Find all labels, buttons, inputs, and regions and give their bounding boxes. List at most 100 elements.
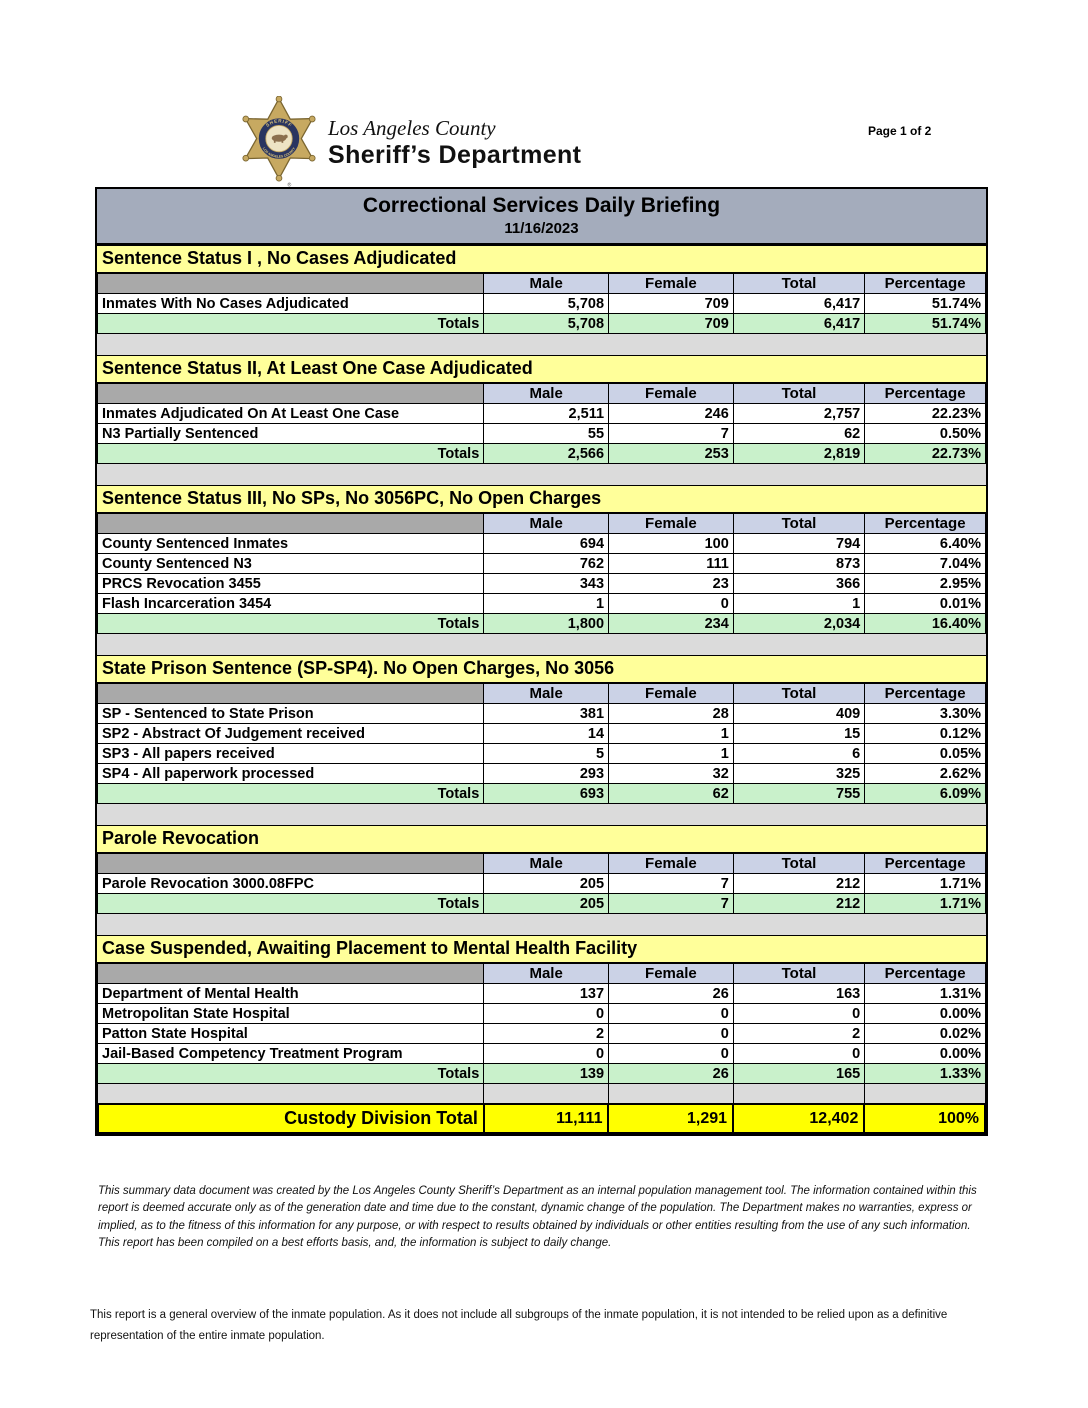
cell-female: 0 (608, 1043, 734, 1064)
cell-total: 212 (732, 873, 866, 894)
totals-male: 2,566 (483, 443, 610, 464)
cell-female: 0 (608, 1023, 734, 1044)
column-header-blank (96, 383, 485, 404)
cell-total: 366 (732, 573, 866, 594)
cell-male: 5,708 (483, 293, 610, 314)
data-row: N3 Partially Sentenced 55 7 62 0.50% (96, 423, 986, 444)
totals-percentage: 22.73% (864, 443, 986, 464)
data-row: Metropolitan State Hospital 0 0 0 0.00% (96, 1003, 986, 1024)
cell-total: 2,757 (732, 403, 866, 424)
row-label: Parole Revocation 3000.08FPC (96, 873, 485, 894)
cell-total: 325 (732, 763, 866, 784)
totals-total: 2,034 (732, 613, 866, 634)
cell-total: 2 (732, 1023, 866, 1044)
cell-female: 0 (608, 593, 734, 614)
cell-female: 7 (608, 873, 734, 894)
totals-male: 693 (483, 783, 610, 804)
row-label: SP4 - All paperwork processed (96, 763, 485, 784)
section-title: Sentence Status III, No SPs, No 3056PC, … (97, 485, 986, 513)
totals-row: Totals 693 62 755 6.09% (96, 783, 986, 804)
column-header-total: Total (732, 683, 866, 704)
spacer-cell (608, 1084, 734, 1103)
cell-total: 15 (732, 723, 866, 744)
cell-female: 100 (608, 533, 734, 554)
data-row: County Sentenced Inmates 694 100 794 6.40% (96, 533, 986, 554)
column-header-blank (96, 963, 485, 984)
cell-percentage: 0.12% (864, 723, 986, 744)
cell-male: 137 (483, 983, 610, 1004)
cell-total: 0 (732, 1003, 866, 1024)
cell-total: 794 (732, 533, 866, 554)
row-label: Department of Mental Health (96, 983, 485, 1004)
totals-total: 6,417 (732, 313, 866, 334)
cell-total: 0 (732, 1043, 866, 1064)
data-row: SP2 - Abstract Of Judgement received 14 1 1… (96, 723, 986, 744)
cell-male: 0 (483, 1043, 610, 1064)
cell-percentage: 0.00% (864, 1043, 986, 1064)
totals-male: 139 (483, 1063, 610, 1084)
cell-female: 709 (608, 293, 734, 314)
daily-briefing-report: Correctional Services Daily Briefing 11/… (95, 187, 988, 1136)
spacer-cell (732, 1084, 866, 1103)
section-table: Male Female Total Percentage SP - Sentenced … (96, 683, 986, 804)
column-header-percentage: Percentage (864, 963, 986, 984)
totals-female: 709 (608, 313, 734, 334)
data-row: SP3 - All papers received 5 1 6 0.05% (96, 743, 986, 764)
column-header-female: Female (608, 383, 734, 404)
cell-female: 0 (608, 1003, 734, 1024)
cell-male: 2 (483, 1023, 610, 1044)
cell-female: 111 (608, 553, 734, 574)
svg-text:SHERIFF: SHERIFF (265, 118, 293, 128)
data-row: Inmates With No Cases Adjudicated 5,708 70… (96, 293, 986, 314)
column-header-percentage: Percentage (864, 273, 986, 294)
totals-female: 26 (608, 1063, 734, 1084)
cell-female: 246 (608, 403, 734, 424)
cell-male: 694 (483, 533, 610, 554)
cell-total: 1 (732, 593, 866, 614)
cell-male: 5 (483, 743, 610, 764)
column-header-female: Female (608, 963, 734, 984)
column-header-total: Total (732, 273, 866, 294)
pre-total-spacer (96, 1084, 986, 1103)
custody-total-percentage: 100% (863, 1103, 986, 1134)
totals-male: 205 (483, 893, 610, 914)
row-label: SP - Sentenced to State Prison (96, 703, 485, 724)
report-title: Correctional Services Daily Briefing (362, 194, 721, 217)
cell-percentage: 51.74% (864, 293, 986, 314)
cell-male: 55 (483, 423, 610, 444)
section-table: Male Female Total Percentage Parole Revocati… (96, 853, 986, 914)
data-row: SP - Sentenced to State Prison 381 28 409 3.… (96, 703, 986, 724)
cell-percentage: 3.30% (864, 703, 986, 724)
column-header-percentage: Percentage (864, 513, 986, 534)
section-spacer (97, 634, 986, 655)
row-label: Jail-Based Competency Treatment Program (96, 1043, 485, 1064)
section-spacer (97, 464, 986, 485)
data-row: County Sentenced N3 762 111 873 7.04% (96, 553, 986, 574)
cell-total: 409 (732, 703, 866, 724)
totals-female: 234 (608, 613, 734, 634)
column-header-female: Female (608, 853, 734, 874)
custody-total-female: 1,291 (607, 1103, 735, 1134)
data-row: Inmates Adjudicated On At Least One Case… (96, 403, 986, 424)
cell-male: 762 (483, 553, 610, 574)
spacer-cell (483, 1084, 610, 1103)
totals-percentage: 6.09% (864, 783, 986, 804)
section-spacer (97, 804, 986, 825)
cell-total: 6,417 (732, 293, 866, 314)
totals-percentage: 16.40% (864, 613, 986, 634)
cell-total: 873 (732, 553, 866, 574)
cell-female: 23 (608, 573, 734, 594)
totals-row: Totals 139 26 165 1.33% (96, 1063, 986, 1084)
page-number-label: Page 1 of 2 (868, 124, 932, 138)
section-title: Parole Revocation (97, 825, 986, 853)
agency-name: Los Angeles County Sheriff’s Department (328, 96, 581, 170)
totals-label: Totals (96, 613, 485, 634)
custody-division-total-table: Custody Division Total 11,111 1,291 12,4… (97, 1103, 986, 1134)
column-header-female: Female (608, 683, 734, 704)
totals-label: Totals (96, 1063, 485, 1084)
cell-female: 7 (608, 423, 734, 444)
column-header-male: Male (483, 683, 610, 704)
column-header-female: Female (608, 513, 734, 534)
totals-total: 212 (732, 893, 866, 914)
column-header-total: Total (732, 853, 866, 874)
